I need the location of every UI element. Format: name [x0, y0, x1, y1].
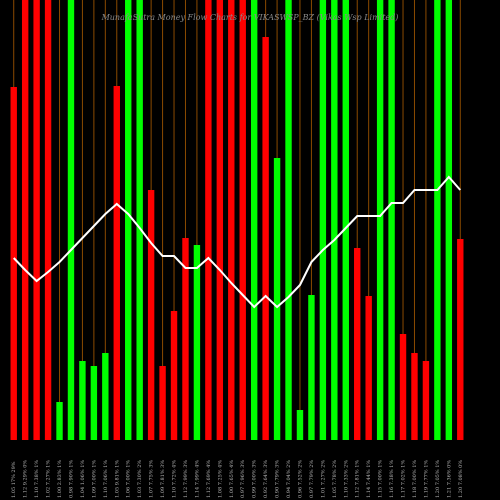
- chart-title: MunafaSutra Money Flow Charts for VIKASW…: [101, 13, 399, 22]
- x-tick-label: 0.96 7.52% 2%: [297, 460, 303, 498]
- bar: [113, 86, 120, 440]
- bar: [170, 311, 178, 440]
- x-tick-label: 0.98 7.90% 1%: [68, 460, 74, 498]
- x-tick-label: 1.20 7.08% 0%: [458, 460, 464, 498]
- x-tick-label: 1.05 7.78% 2%: [332, 460, 338, 498]
- x-tick-label: 1.10 7.33% 2%: [343, 460, 349, 498]
- bar: [228, 0, 235, 440]
- bar: [445, 0, 453, 440]
- x-tick-label: 1.00 7.65% 4%: [229, 460, 235, 498]
- bar: [308, 295, 315, 440]
- bar: [147, 190, 155, 440]
- x-tick-label: 0.92 7.64% 3%: [263, 460, 269, 498]
- x-tick-label: 1.12 7.69% 4%: [206, 460, 212, 498]
- bar: [239, 0, 246, 440]
- x-tick-label: 0.90 7.79% 3%: [275, 460, 281, 498]
- x-tick-label: 1.15 7.00% 1%: [378, 460, 384, 498]
- bar: [90, 366, 98, 440]
- x-tick-label: 1.17 7.02% 1%: [401, 460, 407, 498]
- bar: [216, 0, 224, 440]
- x-tick-label: 1.20 7.05% 1%: [435, 460, 441, 498]
- x-tick-label: 1.12 9.29% 0%: [23, 460, 29, 498]
- x-tick-label: 1.14 7.99% 4%: [194, 460, 200, 498]
- x-tick-label: 1.10 7.72% 4%: [172, 460, 178, 498]
- flow-line: [13, 175, 462, 309]
- bar: [411, 353, 418, 440]
- x-tick-label: 1.12 7.81% 1%: [355, 460, 361, 498]
- x-tick-label: 1.05 17% 29%: [11, 461, 17, 498]
- x-tick-label: 1.10 7.06% 1%: [103, 460, 109, 498]
- bar: [262, 37, 269, 440]
- x-tick-label: 1.14 7.44% 1%: [366, 460, 372, 498]
- bar: [250, 0, 258, 440]
- bar: [10, 87, 17, 440]
- bar: [182, 238, 189, 440]
- x-tick-label: 1.00 2.83% 1%: [57, 460, 63, 498]
- bar: [388, 0, 395, 440]
- bar: [422, 361, 430, 440]
- bar: [44, 0, 52, 440]
- x-tick-label: 0.97 7.96% 3%: [240, 460, 246, 498]
- x-tick-label: 1.08 7.25% 4%: [217, 460, 223, 498]
- bar: [434, 0, 441, 440]
- bar: [125, 0, 132, 440]
- x-tick-label: 1.02 7.27% 1%: [46, 460, 52, 498]
- bar: [365, 296, 372, 440]
- bar: [159, 366, 166, 440]
- bar: [273, 158, 281, 440]
- x-tick-label: 1.07 7.75% 3%: [149, 460, 155, 498]
- bar: [79, 361, 86, 440]
- bar: [354, 248, 361, 440]
- x-tick-label: 1.18 7.00% 1%: [412, 460, 418, 498]
- x-tick-label: 0.94 7.04% 2%: [286, 460, 292, 498]
- x-tick-label: 0.99 7.00% 3%: [252, 460, 258, 498]
- bar: [296, 410, 304, 440]
- bar: [136, 0, 143, 440]
- x-tick-label: 1.05 9.81% 1%: [114, 460, 120, 498]
- bar: [21, 0, 29, 440]
- bar: [67, 0, 75, 440]
- x-tick-label: 1.12 7.99% 3%: [183, 460, 189, 498]
- x-tick-label: 1.21 7.36% 0%: [446, 460, 452, 498]
- bar: [376, 0, 384, 440]
- x-tick-label: 1.09 7.81% 3%: [160, 460, 166, 498]
- bar: [319, 0, 327, 440]
- x-tick-label: 0.97 7.79% 2%: [309, 460, 315, 498]
- bar: [102, 353, 109, 440]
- x-tick-label: 1.03 7.30% 2%: [137, 460, 143, 498]
- bar: [56, 402, 63, 440]
- bar: [285, 0, 292, 440]
- bar: [33, 0, 40, 440]
- x-tick-label: 1.09 7.00% 1%: [91, 460, 97, 498]
- bar: [342, 0, 349, 440]
- x-tick-label: 1.10 7.38% 1%: [34, 460, 40, 498]
- x-tick-label: 1.04 1.06% 1%: [80, 460, 86, 498]
- bar: [457, 239, 464, 440]
- x-tick-label: 1.01 7.27% 2%: [320, 460, 326, 498]
- bar: [193, 245, 201, 440]
- bar: [331, 0, 338, 440]
- x-tick-label: 1.06 7.00% 1%: [126, 460, 132, 498]
- bar: [205, 0, 212, 440]
- x-tick-label: 1.16 7.38% 1%: [389, 460, 395, 498]
- bar: [399, 334, 407, 440]
- x-tick-label: 1.19 7.77% 1%: [423, 460, 429, 498]
